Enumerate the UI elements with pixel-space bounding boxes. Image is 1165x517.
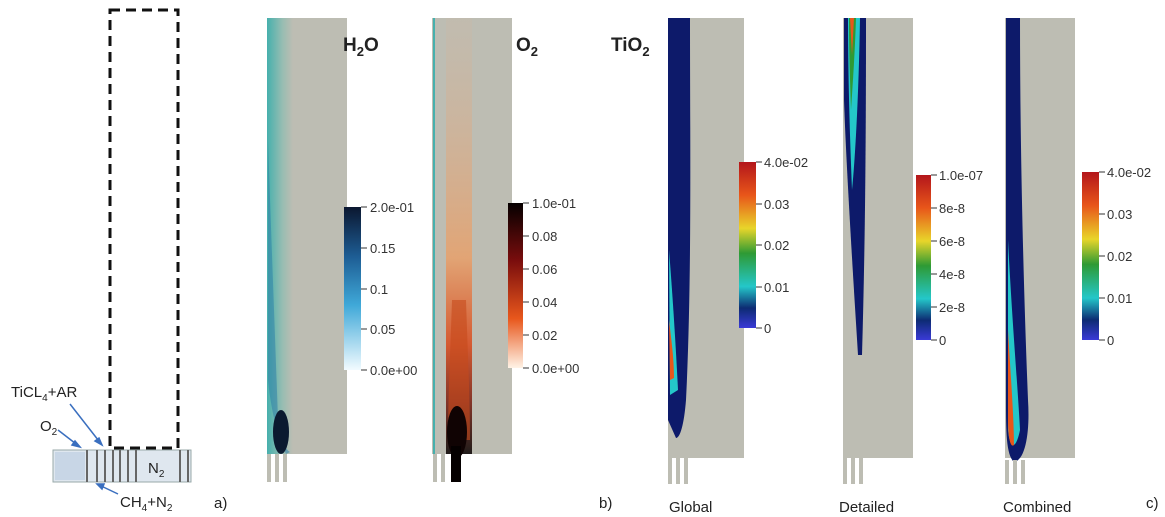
h2o-plume xyxy=(268,140,290,454)
detailed-colorbar-ticks xyxy=(931,174,937,341)
o2-tick-0: 1.0e-01 xyxy=(532,196,576,211)
detailed-tick-0: 1.0e-07 xyxy=(939,168,983,183)
h2o-core xyxy=(273,410,289,454)
detailed-tick-4: 2e-8 xyxy=(939,300,965,315)
tio2-title: TiO2 xyxy=(611,35,650,59)
o2-colorbar xyxy=(508,203,523,368)
global-tick-0: 4.0e-02 xyxy=(764,155,808,170)
ch4-n2-label: CH4+N2 xyxy=(120,494,173,514)
tio2-global-panel: TiO2 Global 4.0e-02 0.03 0.02 0.01 0 xyxy=(611,18,808,516)
detailed-caption: Detailed xyxy=(839,499,894,516)
combined-caption: Combined xyxy=(1003,499,1071,516)
combined-colorbar-ticks xyxy=(1099,171,1105,341)
o2-colorbar-ticks xyxy=(523,202,529,369)
global-caption: Global xyxy=(669,499,712,516)
panel-label-a: a) xyxy=(214,495,227,512)
h2o-tick-0: 2.0e-01 xyxy=(370,200,414,215)
h2o-title: H2O xyxy=(343,35,379,59)
global-tick-3: 0.01 xyxy=(764,280,789,295)
tio2-combined-panel: Combined 4.0e-02 0.03 0.02 0.01 0 c) xyxy=(1003,18,1159,516)
h2o-colorbar-ticks xyxy=(361,206,367,371)
detailed-tick-2: 6e-8 xyxy=(939,234,965,249)
combined-tick-4: 0 xyxy=(1107,333,1114,348)
computational-domain-outline xyxy=(108,8,180,450)
o2-inlet-tubes xyxy=(433,454,445,482)
inlet-arrows xyxy=(57,403,119,495)
o2-field-panel: O2 1.0e-01 0.08 0.06 0.04 0.02 0.0e+00 b… xyxy=(432,18,612,512)
h2o-tick-1: 0.15 xyxy=(370,241,395,256)
global-tick-4: 0 xyxy=(764,321,771,336)
o2-tick-2: 0.06 xyxy=(532,262,557,277)
o2-tick-1: 0.08 xyxy=(532,229,557,244)
h2o-tick-4: 0.0e+00 xyxy=(370,363,417,378)
h2o-field-panel: H2O 2.0e-01 0.15 0.1 0.05 0.0e+00 xyxy=(267,18,417,482)
combined-tick-2: 0.02 xyxy=(1107,249,1132,264)
tio2-detailed-panel: Detailed 1.0e-07 8e-8 6e-8 4e-8 2e-8 0 xyxy=(839,18,983,516)
global-tick-2: 0.02 xyxy=(764,238,789,253)
detailed-inlet-tubes xyxy=(843,458,863,484)
detailed-plume-green xyxy=(849,18,856,110)
o2-label: O2 xyxy=(40,418,58,438)
panel-label-c: c) xyxy=(1146,495,1159,512)
combined-tick-1: 0.03 xyxy=(1107,207,1132,222)
global-colorbar-ticks xyxy=(756,161,762,329)
combined-plume-hot xyxy=(1008,330,1014,446)
panel-label-b: b) xyxy=(599,495,612,512)
h2o-colorbar xyxy=(344,207,361,370)
combined-tick-0: 4.0e-02 xyxy=(1107,165,1151,180)
combined-inlet-tubes xyxy=(1005,460,1025,484)
global-colorbar xyxy=(739,162,756,328)
o2-title: O2 xyxy=(516,35,538,59)
outer-annulus-fill xyxy=(55,452,85,480)
o2-tick-4: 0.02 xyxy=(532,328,557,343)
combined-tick-3: 0.01 xyxy=(1107,291,1132,306)
global-tick-1: 0.03 xyxy=(764,197,789,212)
o2-wall-edge xyxy=(433,18,435,454)
o2-jet xyxy=(451,446,461,482)
detailed-tick-1: 8e-8 xyxy=(939,201,965,216)
burner-tubes xyxy=(86,450,189,482)
h2o-tick-2: 0.1 xyxy=(370,282,388,297)
global-inlet-tubes xyxy=(668,458,688,484)
detailed-tick-5: 0 xyxy=(939,333,946,348)
o2-tick-3: 0.04 xyxy=(532,295,557,310)
h2o-inlet-tubes xyxy=(267,454,287,482)
h2o-tick-3: 0.05 xyxy=(370,322,395,337)
detailed-colorbar xyxy=(916,175,931,340)
combined-colorbar xyxy=(1082,172,1099,340)
o2-flame xyxy=(448,300,470,440)
n2-label: N2 xyxy=(148,460,165,480)
detailed-plume-hot xyxy=(850,18,854,55)
o2-tick-5: 0.0e+00 xyxy=(532,361,579,376)
global-plume-hot xyxy=(669,320,674,380)
burner-schematic: TiCL4+AR O2 N2 CH4+N2 a) xyxy=(11,8,227,514)
ticl4-label: TiCL4+AR xyxy=(11,384,77,404)
o2-core xyxy=(447,406,467,458)
detailed-tick-3: 4e-8 xyxy=(939,267,965,282)
